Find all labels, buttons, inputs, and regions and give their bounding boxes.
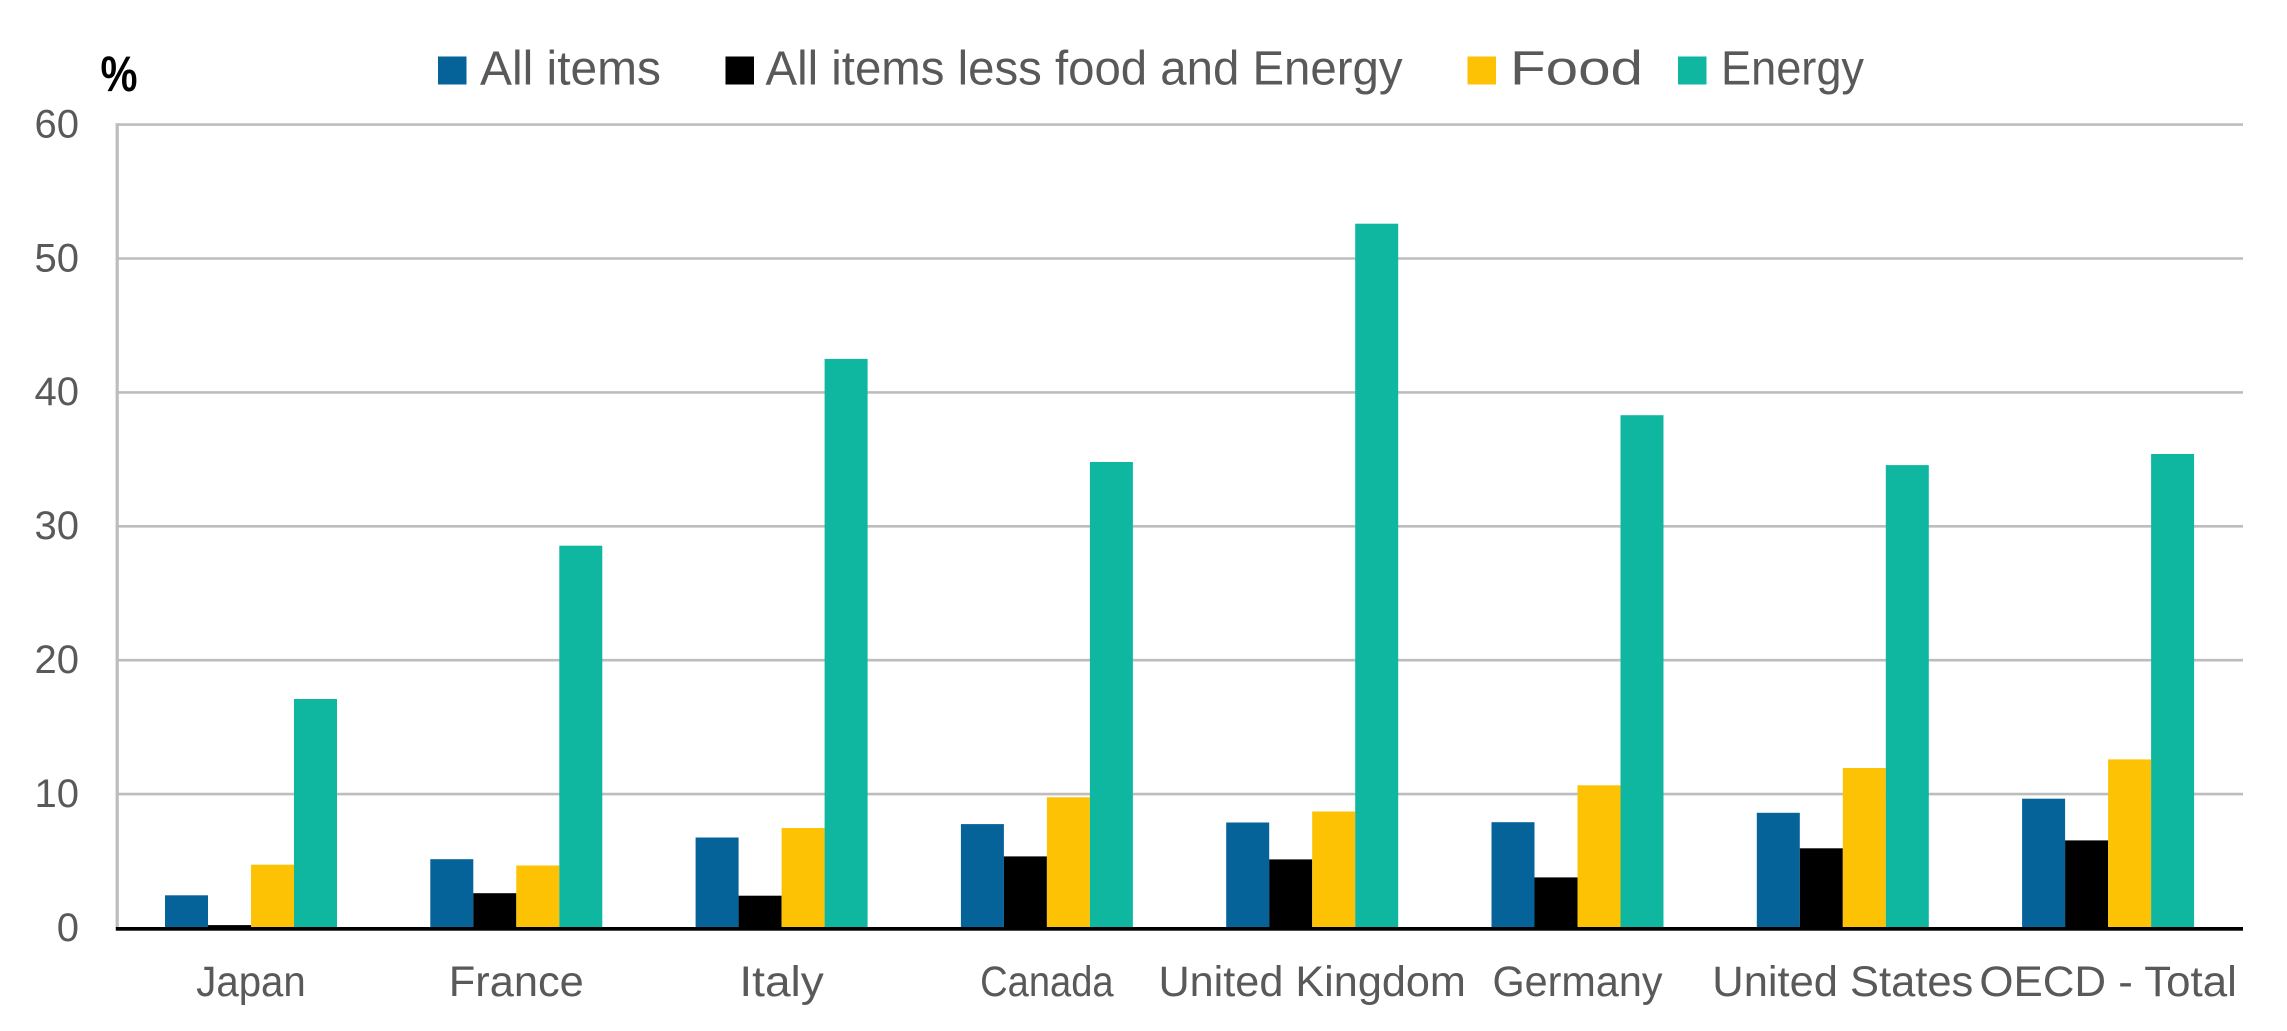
svg-text:60: 60: [35, 102, 80, 146]
svg-text:All items: All items: [480, 43, 661, 96]
svg-text:Japan: Japan: [196, 958, 306, 1006]
svg-text:United Kingdom: United Kingdom: [1158, 958, 1466, 1006]
svg-text:Canada: Canada: [980, 958, 1114, 1006]
svg-text:Food: Food: [1510, 43, 1643, 96]
svg-text:Energy: Energy: [1721, 43, 1864, 96]
svg-text:30: 30: [35, 504, 80, 548]
svg-text:20: 20: [35, 638, 80, 682]
svg-text:United States: United States: [1712, 958, 1973, 1006]
svg-text:40: 40: [35, 370, 80, 414]
svg-text:Italy: Italy: [739, 958, 824, 1006]
svg-text:France: France: [449, 958, 584, 1006]
svg-text:%: %: [101, 46, 138, 102]
svg-text:All items less food and Energy: All items less food and Energy: [766, 43, 1403, 96]
svg-text:50: 50: [35, 236, 80, 280]
svg-text:OECD - Total: OECD - Total: [1979, 958, 2237, 1006]
svg-text:Germany: Germany: [1493, 958, 1663, 1006]
svg-text:0: 0: [57, 906, 79, 950]
svg-text:10: 10: [35, 772, 80, 816]
